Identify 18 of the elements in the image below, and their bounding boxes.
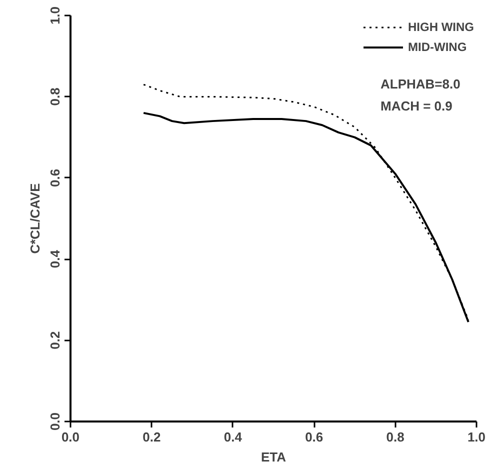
y-tick-label: 0.4	[48, 249, 62, 268]
y-tick-label: 0.6	[48, 168, 62, 187]
y-tick-label: 0.8	[48, 88, 62, 106]
x-tick-label: 0.4	[224, 430, 243, 444]
y-axis-title: C*CL/CAVE	[28, 182, 42, 254]
annotation: MACH = 0.9	[380, 98, 452, 114]
x-tick-label: 1.0	[467, 430, 486, 444]
x-tick-label: 0.2	[142, 430, 161, 444]
legend-label: MID-WING	[408, 40, 467, 54]
x-tick-label: 0.8	[386, 430, 404, 444]
x-tick-label: 0.6	[305, 430, 324, 444]
annotation: ALPHAB=8.0	[380, 76, 460, 92]
y-tick-label: 1.0	[48, 6, 62, 25]
y-tick-label: 0.2	[48, 331, 62, 350]
x-tick-label: 0.0	[61, 430, 80, 444]
x-axis-title: ETA	[260, 450, 287, 464]
legend-label: HIGH WING	[408, 20, 474, 34]
y-tick-label: 0.0	[48, 412, 62, 431]
